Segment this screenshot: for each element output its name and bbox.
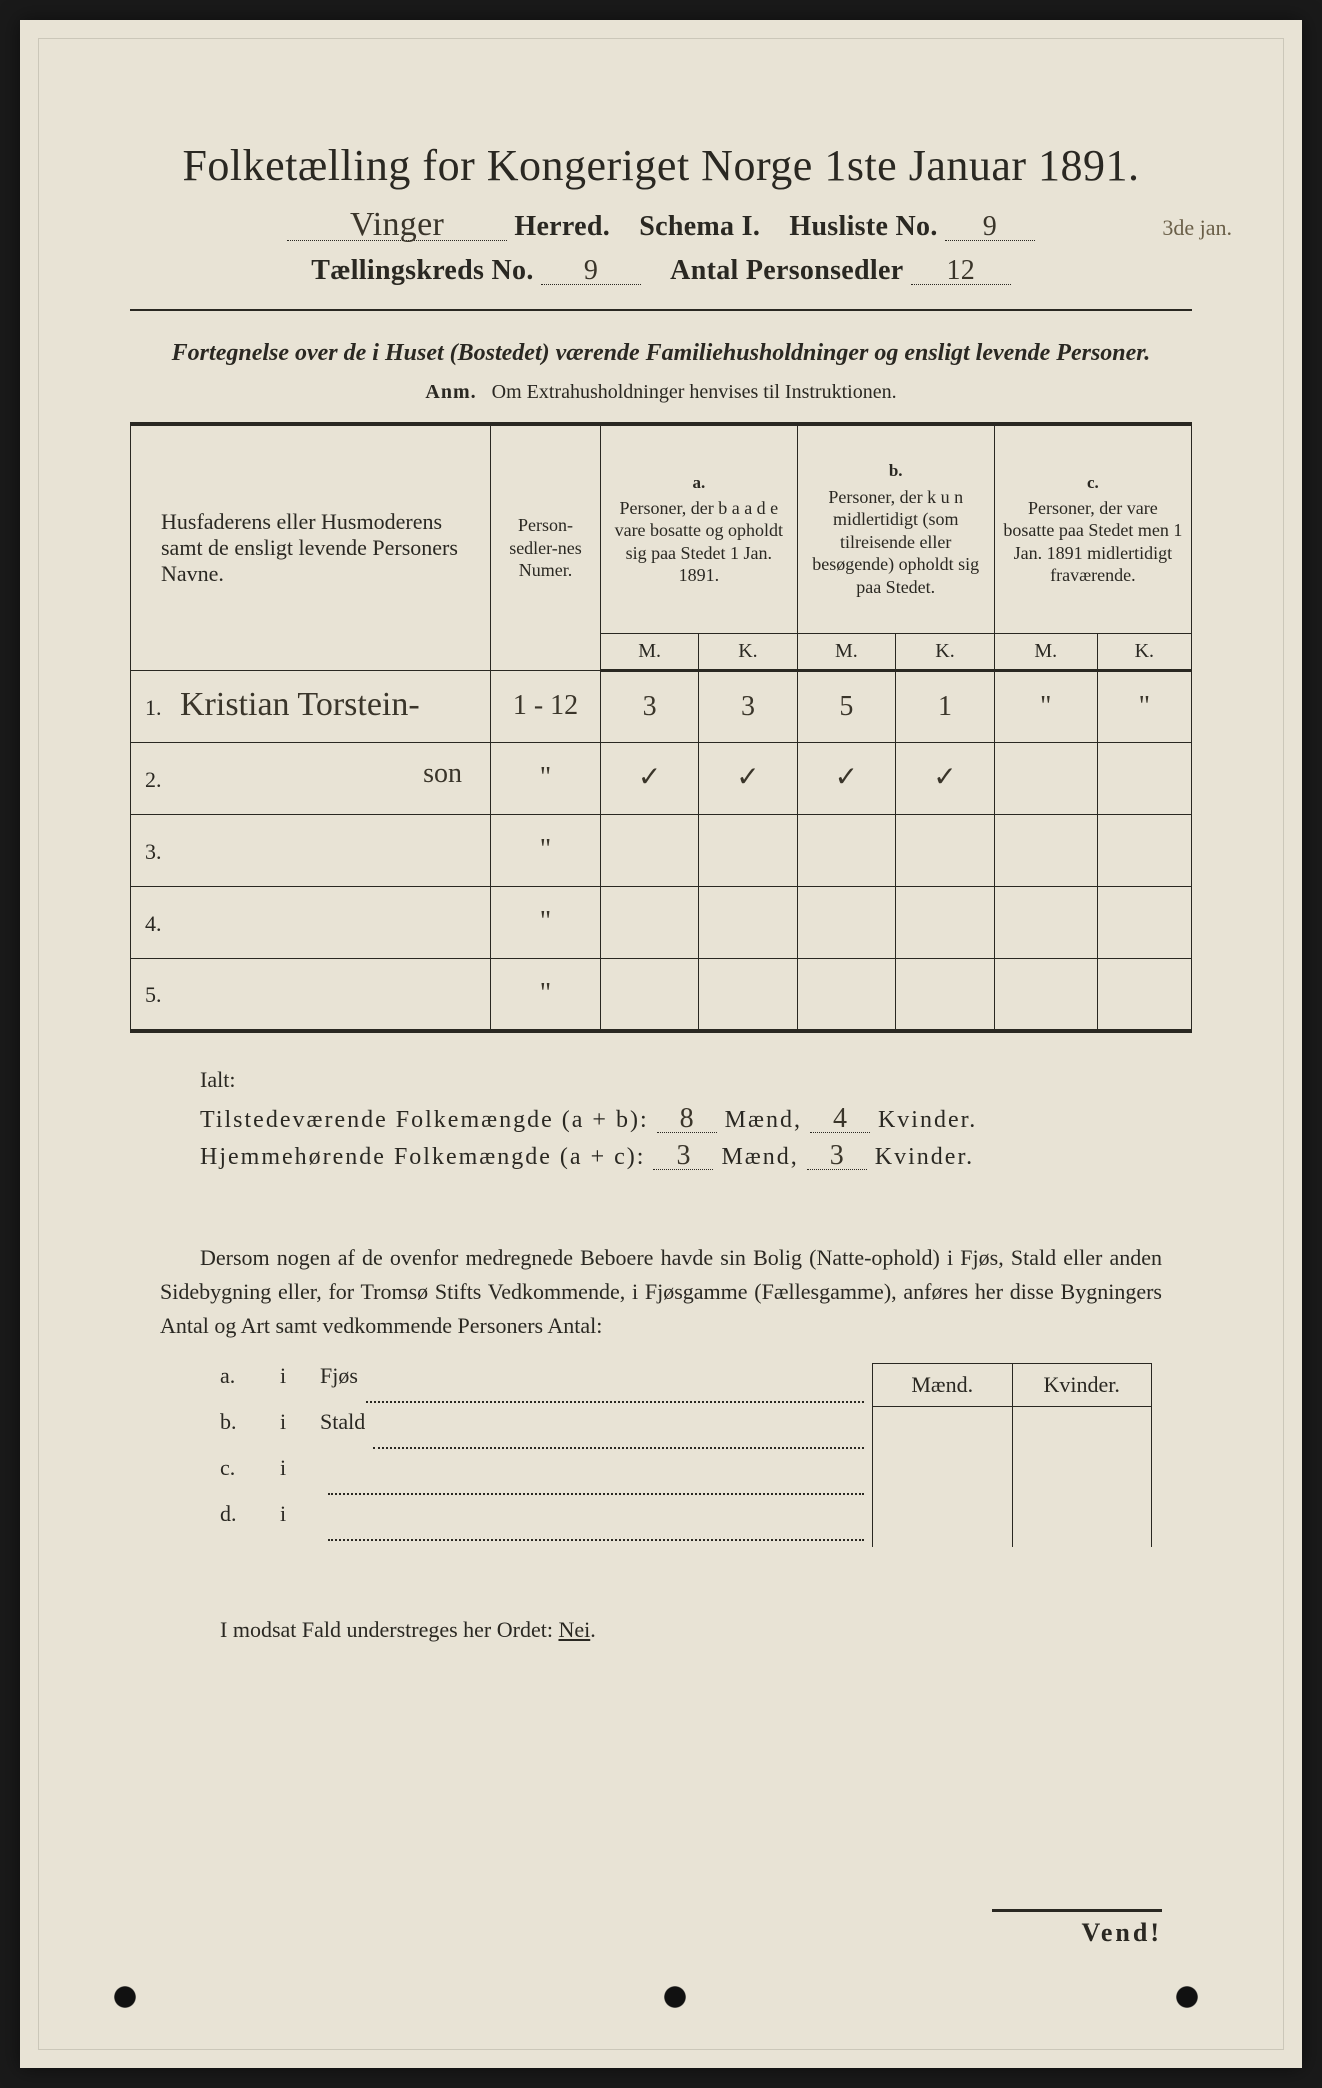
kreds-label: Tællingskreds No. bbox=[311, 255, 533, 286]
table-row: 5. " bbox=[131, 959, 1192, 1031]
dwelling-paragraph: Dersom nogen af de ovenfor medregnede Be… bbox=[160, 1241, 1162, 1343]
sedler-value: 12 bbox=[911, 260, 1011, 285]
sub-row: a. i Fjøs bbox=[220, 1363, 872, 1409]
row1-name: Kristian Torstein- bbox=[180, 686, 420, 723]
col-c-header: c. Personer, der vare bosatte paa Stedet… bbox=[994, 424, 1191, 634]
dotted-line bbox=[373, 1447, 864, 1449]
herred-label: Herred. bbox=[514, 211, 610, 242]
sub-row: b. i Stald bbox=[220, 1409, 872, 1455]
col-a-header: a. Personer, der b a a d e vare bosatte … bbox=[601, 424, 798, 634]
nei-line: I modsat Fald understreges her Ordet: Ne… bbox=[220, 1617, 1192, 1643]
table-row: 4. " bbox=[131, 887, 1192, 959]
dotted-line bbox=[366, 1401, 864, 1403]
sub-row: c. i bbox=[220, 1455, 872, 1501]
husliste-value: 9 bbox=[945, 216, 1035, 241]
row2-name: son bbox=[423, 763, 462, 785]
table-row: 1. Kristian Torstein- 1 - 12 3 3 5 1 " " bbox=[131, 671, 1192, 743]
dotted-line bbox=[328, 1493, 864, 1495]
husliste-label: Husliste No. bbox=[789, 211, 937, 242]
subtitle: Fortegnelse over de i Huset (Bostedet) v… bbox=[130, 337, 1192, 371]
kreds-value: 9 bbox=[541, 260, 641, 285]
census-table: Husfaderens eller Husmoderens samt de en… bbox=[130, 422, 1192, 1033]
margin-note: 3de jan. bbox=[1162, 215, 1232, 241]
punch-hole-icon bbox=[110, 1986, 140, 2008]
dwelling-rows: a. i Fjøs b. i Stald c. i d. i bbox=[220, 1363, 872, 1547]
dwelling-subtable: a. i Fjøs b. i Stald c. i d. i bbox=[220, 1363, 1152, 1547]
row1-num: 1 - 12 bbox=[491, 671, 601, 743]
nei-word: Nei bbox=[558, 1617, 590, 1642]
table-row: 3. " bbox=[131, 815, 1192, 887]
dwelling-mk-box: Mænd. Kvinder. bbox=[872, 1363, 1152, 1547]
punch-hole-icon bbox=[660, 1986, 690, 2008]
page-title: Folketælling for Kongeriget Norge 1ste J… bbox=[130, 140, 1192, 191]
census-form-page: Folketælling for Kongeriget Norge 1ste J… bbox=[20, 20, 1302, 2068]
total-ac-m: 3 bbox=[653, 1145, 713, 1170]
col-kvinder: Kvinder. bbox=[1012, 1364, 1152, 1547]
sub-row: d. i bbox=[220, 1501, 872, 1547]
col-c-k: K. bbox=[1097, 634, 1191, 671]
col-maend: Mænd. bbox=[873, 1364, 1012, 1547]
col-c-m: M. bbox=[994, 634, 1097, 671]
anm-line: Anm. Om Extrahusholdninger henvises til … bbox=[130, 381, 1192, 404]
totals-block: Ialt: Tilstedeværende Folkemængde (a + b… bbox=[200, 1067, 1192, 1171]
totals-line-ac: Hjemmehørende Folkemængde (a + c): 3 Mæn… bbox=[200, 1144, 1192, 1171]
header-line-1: Vinger Herred. Schema I. Husliste No. 9 bbox=[130, 211, 1192, 243]
table-row: 2. son " ✓ ✓ ✓ ✓ bbox=[131, 743, 1192, 815]
col-name-header: Husfaderens eller Husmoderens samt de en… bbox=[131, 424, 491, 671]
col-a-m: M. bbox=[601, 634, 699, 671]
anm-label: Anm. bbox=[425, 381, 476, 403]
divider bbox=[130, 309, 1192, 311]
total-ab-k: 4 bbox=[810, 1108, 870, 1133]
total-ac-k: 3 bbox=[807, 1145, 867, 1170]
vend-label: Vend! bbox=[992, 1909, 1162, 1948]
col-b-k: K. bbox=[896, 634, 995, 671]
totals-line-ab: Tilstedeværende Folkemængde (a + b): 8 M… bbox=[200, 1107, 1192, 1134]
census-table-body: 1. Kristian Torstein- 1 - 12 3 3 5 1 " "… bbox=[131, 671, 1192, 1031]
dotted-line bbox=[328, 1539, 864, 1541]
col-num-header: Person-sedler-nes Numer. bbox=[491, 424, 601, 671]
ialt-label: Ialt: bbox=[200, 1067, 1192, 1093]
col-b-m: M. bbox=[797, 634, 896, 671]
schema-label: Schema I. bbox=[639, 211, 760, 242]
col-b-header: b. Personer, der k u n midlertidigt (som… bbox=[797, 424, 994, 634]
sedler-label: Antal Personsedler bbox=[670, 255, 903, 286]
anm-text: Om Extrahusholdninger henvises til Instr… bbox=[492, 381, 897, 403]
herred-value: Vinger bbox=[287, 211, 507, 241]
total-ab-m: 8 bbox=[657, 1108, 717, 1133]
header-line-2: Tællingskreds No. 9 Antal Personsedler 1… bbox=[130, 255, 1192, 287]
col-a-k: K. bbox=[699, 634, 797, 671]
punch-hole-icon bbox=[1172, 1986, 1202, 2008]
